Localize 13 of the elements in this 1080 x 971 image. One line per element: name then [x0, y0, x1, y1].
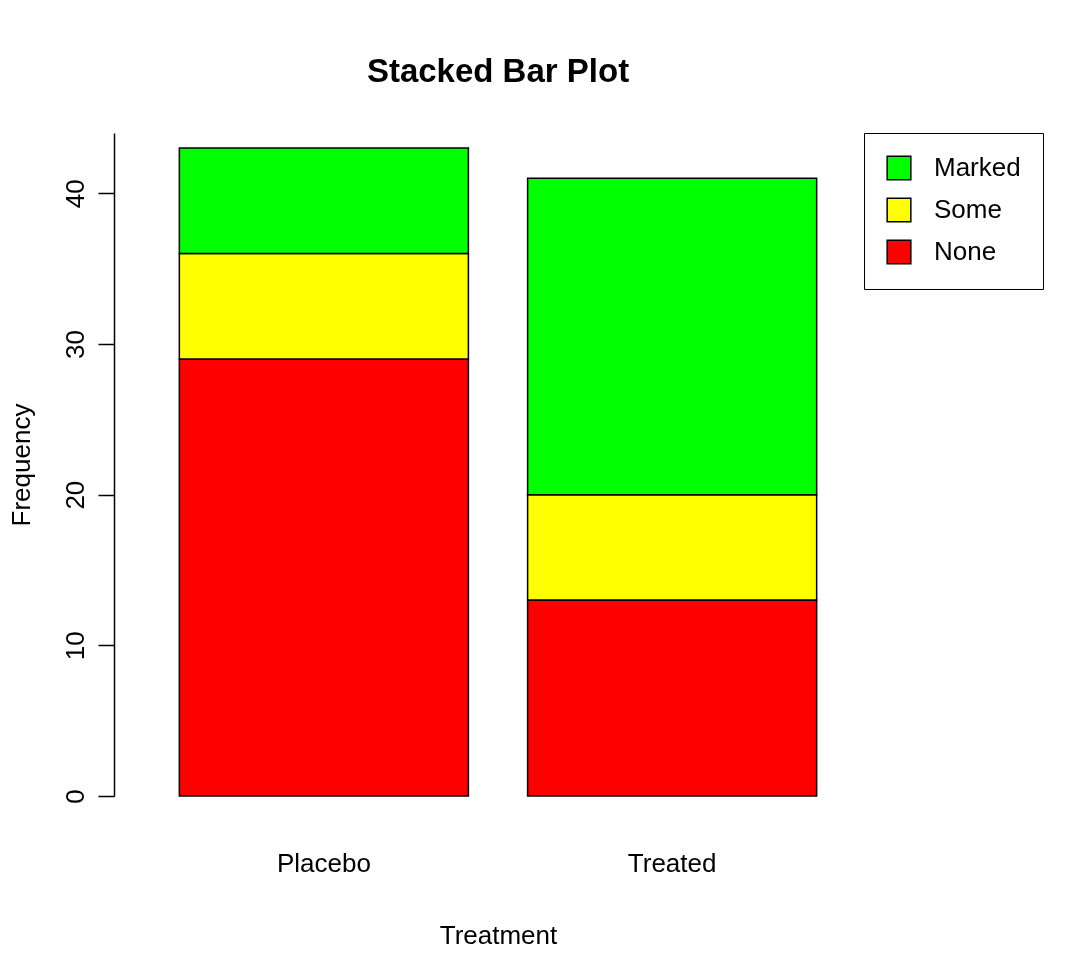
y-tick-label: 0	[59, 789, 90, 804]
legend-label: Some	[934, 194, 1002, 224]
y-tick-label: 30	[59, 329, 90, 359]
y-tick-label: 40	[59, 179, 90, 209]
x-tick-label: Treated	[627, 847, 717, 878]
chart-title: Stacked Bar Plot	[366, 51, 630, 89]
legend-label: Marked	[934, 152, 1021, 182]
y-axis-title: Frequency	[5, 403, 36, 527]
x-tick-label: Placebo	[276, 847, 371, 878]
y-tick-label: 10	[59, 631, 90, 661]
legend-label: None	[934, 236, 997, 266]
y-tick-label: 20	[59, 480, 90, 510]
x-axis-title: Treatment	[439, 919, 559, 950]
